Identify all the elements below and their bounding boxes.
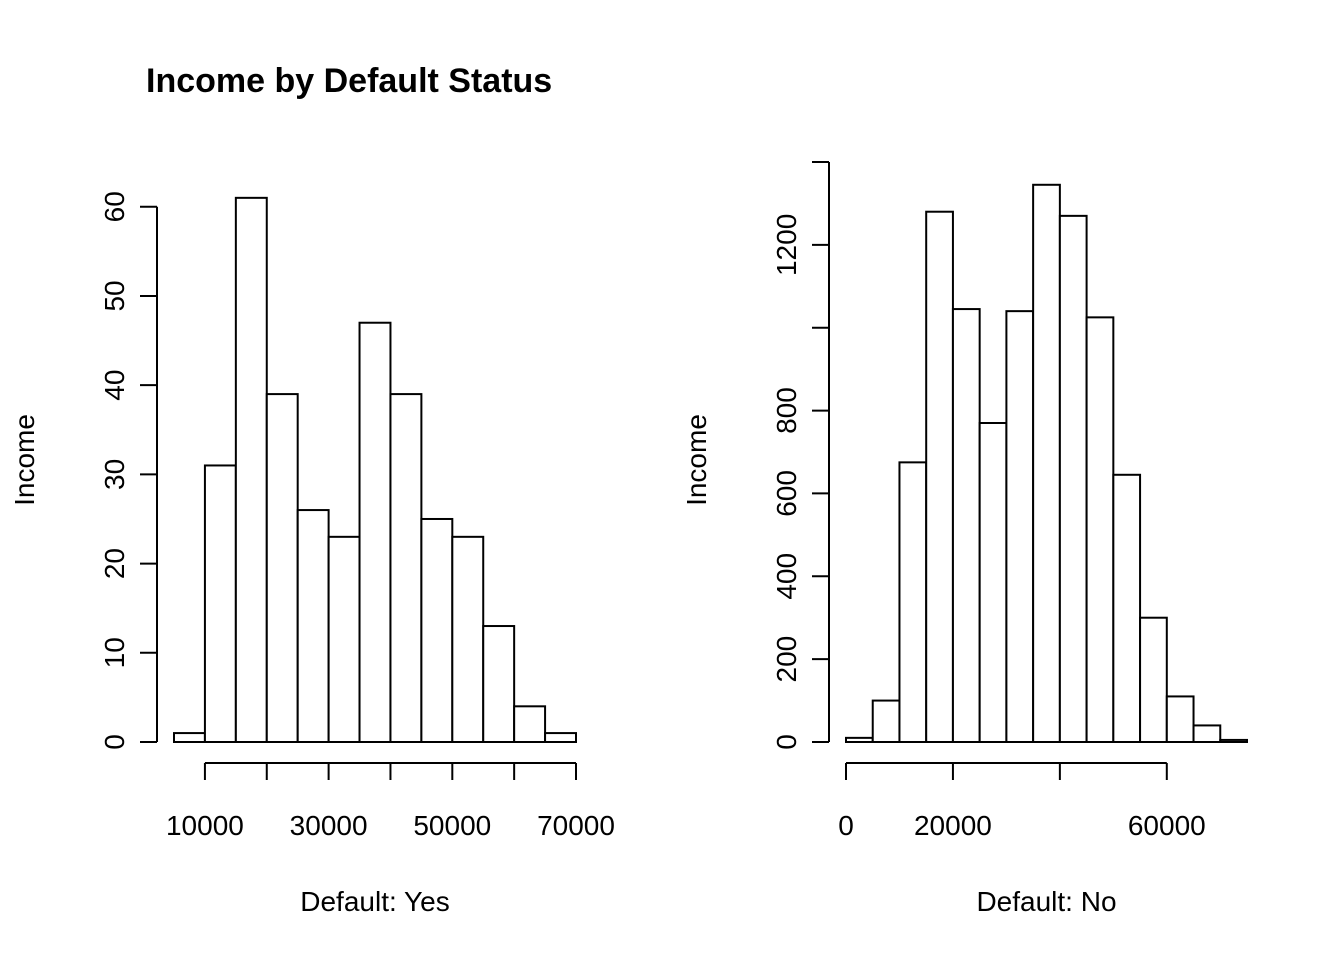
- histogram-bar: [513, 705, 547, 743]
- y-tick-label: 10: [99, 637, 130, 668]
- histogram-bar: [845, 736, 874, 743]
- histogram-default-yes: 0 10 20 30 40 50 60 10000 30000 50000 70000 Default…: [9, 191, 615, 917]
- histogram-bar: [1058, 214, 1088, 744]
- histogram-bar: [978, 422, 1008, 743]
- histogram-bar: [389, 393, 423, 743]
- y-tick-label: 1200: [771, 214, 802, 276]
- histogram-bar: [482, 625, 516, 743]
- x-tick-label: 70000: [537, 810, 615, 841]
- y-tick-label: 30: [99, 459, 130, 490]
- histogram-bar: [1112, 473, 1142, 743]
- histogram-bar: [1165, 695, 1195, 744]
- y-tick-label: 400: [771, 553, 802, 600]
- histogram-bar: [234, 196, 268, 744]
- histogram-bar: [544, 732, 577, 743]
- x-axis-label: Default: No: [976, 886, 1116, 917]
- histogram-bar: [1139, 616, 1168, 744]
- histogram-bar: [925, 210, 954, 743]
- histogram-bar: [296, 509, 330, 744]
- histogram-bar: [871, 699, 901, 743]
- y-tick-label: 0: [771, 734, 802, 750]
- x-tick-label: 30000: [290, 810, 368, 841]
- y-tick-label: 50: [99, 280, 130, 311]
- histogram-bar: [420, 517, 454, 743]
- x-axis-label: Default: Yes: [300, 886, 449, 917]
- y-tick-label: 40: [99, 370, 130, 401]
- histogram-bar: [1032, 183, 1061, 744]
- histogram-bar: [173, 732, 206, 743]
- y-tick-label: 60: [99, 191, 130, 222]
- y-axis-label: Income: [9, 414, 40, 506]
- y-tick-label: 20: [99, 548, 130, 579]
- y-tick-label: 0: [99, 734, 130, 750]
- histogram-bar: [951, 308, 981, 743]
- histogram-bar: [327, 535, 361, 743]
- y-axis-label: Income: [681, 414, 712, 506]
- chart-title: Income by Default Status: [146, 62, 552, 100]
- histogram-bar: [898, 461, 928, 743]
- histogram-bar: [1085, 316, 1115, 743]
- histogram-bar: [1005, 310, 1035, 743]
- x-tick-label: 60000: [1128, 810, 1206, 841]
- histogram-bar: [265, 393, 299, 743]
- histogram-bar: [1192, 724, 1222, 744]
- y-tick-label: 600: [771, 470, 802, 517]
- histogram-default-no: 0 200 400 600 800 1200 0 20000 60000 Default: No I…: [681, 161, 1249, 917]
- histogram-bar: [451, 535, 485, 743]
- x-tick-label: 10000: [166, 810, 244, 841]
- x-tick-label: 50000: [413, 810, 491, 841]
- histogram-bar: [1219, 738, 1249, 744]
- histogram-bar: [203, 464, 237, 743]
- y-tick-label: 800: [771, 387, 802, 434]
- histogram-bar: [358, 321, 392, 743]
- y-tick-label: 200: [771, 636, 802, 683]
- x-tick-label: 0: [838, 810, 854, 841]
- x-tick-label: 20000: [914, 810, 992, 841]
